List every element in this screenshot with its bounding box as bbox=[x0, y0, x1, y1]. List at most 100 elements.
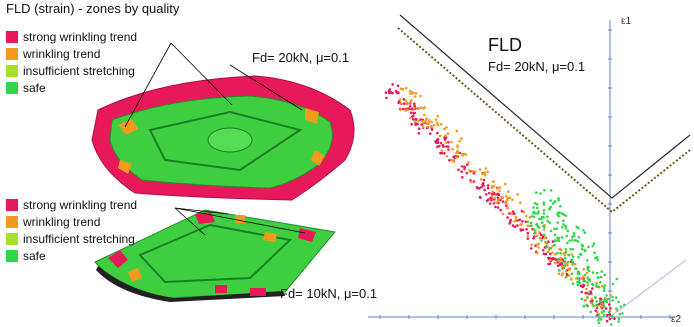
scatter-point-safe bbox=[597, 313, 601, 316]
scatter-point-safe bbox=[540, 221, 544, 224]
scatter-point-strong-wrinkling bbox=[606, 313, 609, 317]
legend-swatch bbox=[6, 64, 18, 77]
scatter-point-wrinkling bbox=[464, 153, 468, 156]
scatter-point-safe bbox=[587, 269, 591, 273]
scatter-point-wrinkling bbox=[436, 123, 440, 127]
scatter-point-safe bbox=[617, 317, 621, 321]
scatter-point-strong-wrinkling bbox=[521, 220, 524, 223]
scatter-point-wrinkling bbox=[558, 247, 561, 251]
scatter-point-safe bbox=[602, 286, 606, 290]
scatter-point-strong-wrinkling bbox=[391, 83, 395, 86]
scatter-point-strong-wrinkling bbox=[609, 307, 612, 310]
scatter-point-safe bbox=[618, 312, 622, 316]
forming-limit-curves bbox=[397, 14, 691, 318]
scatter-point-wrinkling bbox=[451, 147, 454, 151]
scatter-point-wrinkling bbox=[564, 261, 567, 265]
scatter-point-strong-wrinkling bbox=[513, 225, 517, 229]
scatter-point-safe bbox=[568, 239, 571, 243]
scatter-point-strong-wrinkling bbox=[548, 252, 552, 256]
scatter-point-strong-wrinkling bbox=[486, 184, 490, 187]
scatter-point-wrinkling bbox=[526, 224, 529, 228]
scatter-point-safe bbox=[587, 245, 590, 249]
scatter-point-safe bbox=[587, 291, 591, 295]
scatter-point-safe bbox=[562, 219, 565, 222]
scatter-point-safe bbox=[542, 216, 545, 219]
scatter-point-wrinkling bbox=[519, 201, 522, 205]
scatter-point-wrinkling bbox=[430, 125, 434, 129]
scatter-point-strong-wrinkling bbox=[448, 159, 451, 162]
legend-label: strong wrinkling trend bbox=[23, 29, 138, 44]
scatter-point-wrinkling bbox=[542, 228, 546, 231]
scatter-point-wrinkling bbox=[419, 106, 423, 109]
scatter-point-wrinkling bbox=[471, 170, 475, 173]
scatter-point-safe bbox=[623, 303, 626, 307]
scatter-point-wrinkling bbox=[492, 180, 495, 183]
scatter-point-strong-wrinkling bbox=[490, 198, 493, 202]
scatter-point-safe bbox=[542, 224, 545, 228]
scatter-point-strong-wrinkling bbox=[438, 144, 441, 148]
scatter-point-strong-wrinkling bbox=[460, 170, 463, 173]
scatter-point-wrinkling bbox=[408, 101, 412, 104]
scatter-point-strong-wrinkling bbox=[402, 107, 405, 111]
scatter-point-wrinkling bbox=[526, 234, 529, 238]
scatter-point-safe bbox=[582, 305, 586, 308]
scatter-point-safe bbox=[621, 312, 624, 315]
scatter-point-strong-wrinkling bbox=[488, 191, 491, 195]
scatter-point-strong-wrinkling bbox=[397, 101, 400, 105]
scatter-point-safe bbox=[558, 269, 561, 272]
scatter-point-strong-wrinkling bbox=[443, 152, 446, 155]
scatter-point-safe bbox=[605, 300, 609, 304]
scatter-point-wrinkling bbox=[469, 180, 473, 184]
scatter-point-wrinkling bbox=[564, 270, 568, 273]
scatter-point-wrinkling bbox=[461, 154, 465, 157]
scatter-point-safe bbox=[530, 215, 533, 218]
scatter-point-strong-wrinkling bbox=[440, 151, 444, 155]
callout-lines bbox=[124, 42, 306, 236]
legend-label: safe bbox=[23, 80, 46, 95]
legend-item: wrinkling trend bbox=[6, 213, 137, 230]
scatter-point-strong-wrinkling bbox=[526, 237, 530, 240]
scatter-point-wrinkling bbox=[409, 116, 412, 120]
scatter-point-wrinkling bbox=[559, 256, 562, 260]
scatter-point-wrinkling bbox=[570, 253, 574, 256]
scatter-point-safe bbox=[549, 205, 553, 209]
scatter-point-strong-wrinkling bbox=[516, 224, 519, 227]
scatter-point-wrinkling bbox=[546, 250, 550, 254]
scatter-point-strong-wrinkling bbox=[524, 220, 528, 223]
scatter-point-safe bbox=[614, 296, 618, 299]
scatter-point-wrinkling bbox=[510, 211, 514, 215]
scatter-point-strong-wrinkling bbox=[413, 102, 416, 106]
scatter-point-safe bbox=[580, 297, 584, 301]
scatter-point-safe bbox=[583, 248, 586, 252]
scatter-point-strong-wrinkling bbox=[613, 317, 616, 321]
scatter-point-safe bbox=[602, 305, 606, 308]
scatter-point-wrinkling bbox=[405, 103, 409, 106]
scatter-point-safe bbox=[609, 323, 613, 326]
legend-label: strong wrinkling trend bbox=[23, 197, 138, 212]
scatter-point-wrinkling bbox=[417, 120, 421, 123]
scatter-point-safe bbox=[532, 215, 536, 218]
scatter-point-safe bbox=[602, 289, 606, 293]
scatter-point-wrinkling bbox=[567, 267, 571, 271]
scatter-point-safe bbox=[588, 279, 592, 283]
scatter-point-safe bbox=[591, 244, 594, 248]
legend-label: safe bbox=[23, 248, 46, 263]
scatter-point-safe bbox=[574, 267, 577, 270]
scatter-point-safe bbox=[578, 278, 581, 282]
scatter-point-wrinkling bbox=[497, 197, 501, 201]
scatter-point-safe bbox=[580, 247, 584, 251]
scatter-point-strong-wrinkling bbox=[416, 122, 419, 126]
scatter-point-strong-wrinkling bbox=[580, 290, 583, 294]
scatter-point-strong-wrinkling bbox=[525, 228, 528, 231]
scatter-point-wrinkling bbox=[399, 102, 403, 105]
scatter-point-strong-wrinkling bbox=[547, 240, 550, 243]
scatter-point-wrinkling bbox=[554, 252, 557, 256]
scatter-point-wrinkling bbox=[404, 86, 408, 90]
scatter-point-wrinkling bbox=[444, 134, 447, 137]
scatter-point-safe bbox=[602, 313, 606, 317]
legend-swatch bbox=[6, 198, 18, 211]
scatter-point-safe bbox=[560, 236, 564, 239]
scatter-point-wrinkling bbox=[440, 149, 444, 152]
scatter-point-wrinkling bbox=[557, 272, 561, 276]
scatter-point-strong-wrinkling bbox=[529, 247, 533, 250]
